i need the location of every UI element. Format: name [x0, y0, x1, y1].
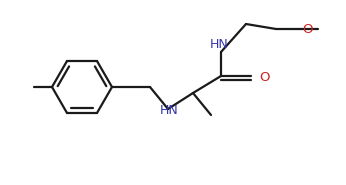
Text: O: O [259, 70, 270, 83]
Text: HN: HN [160, 103, 179, 117]
Text: O: O [302, 23, 312, 36]
Text: HN: HN [210, 38, 228, 51]
